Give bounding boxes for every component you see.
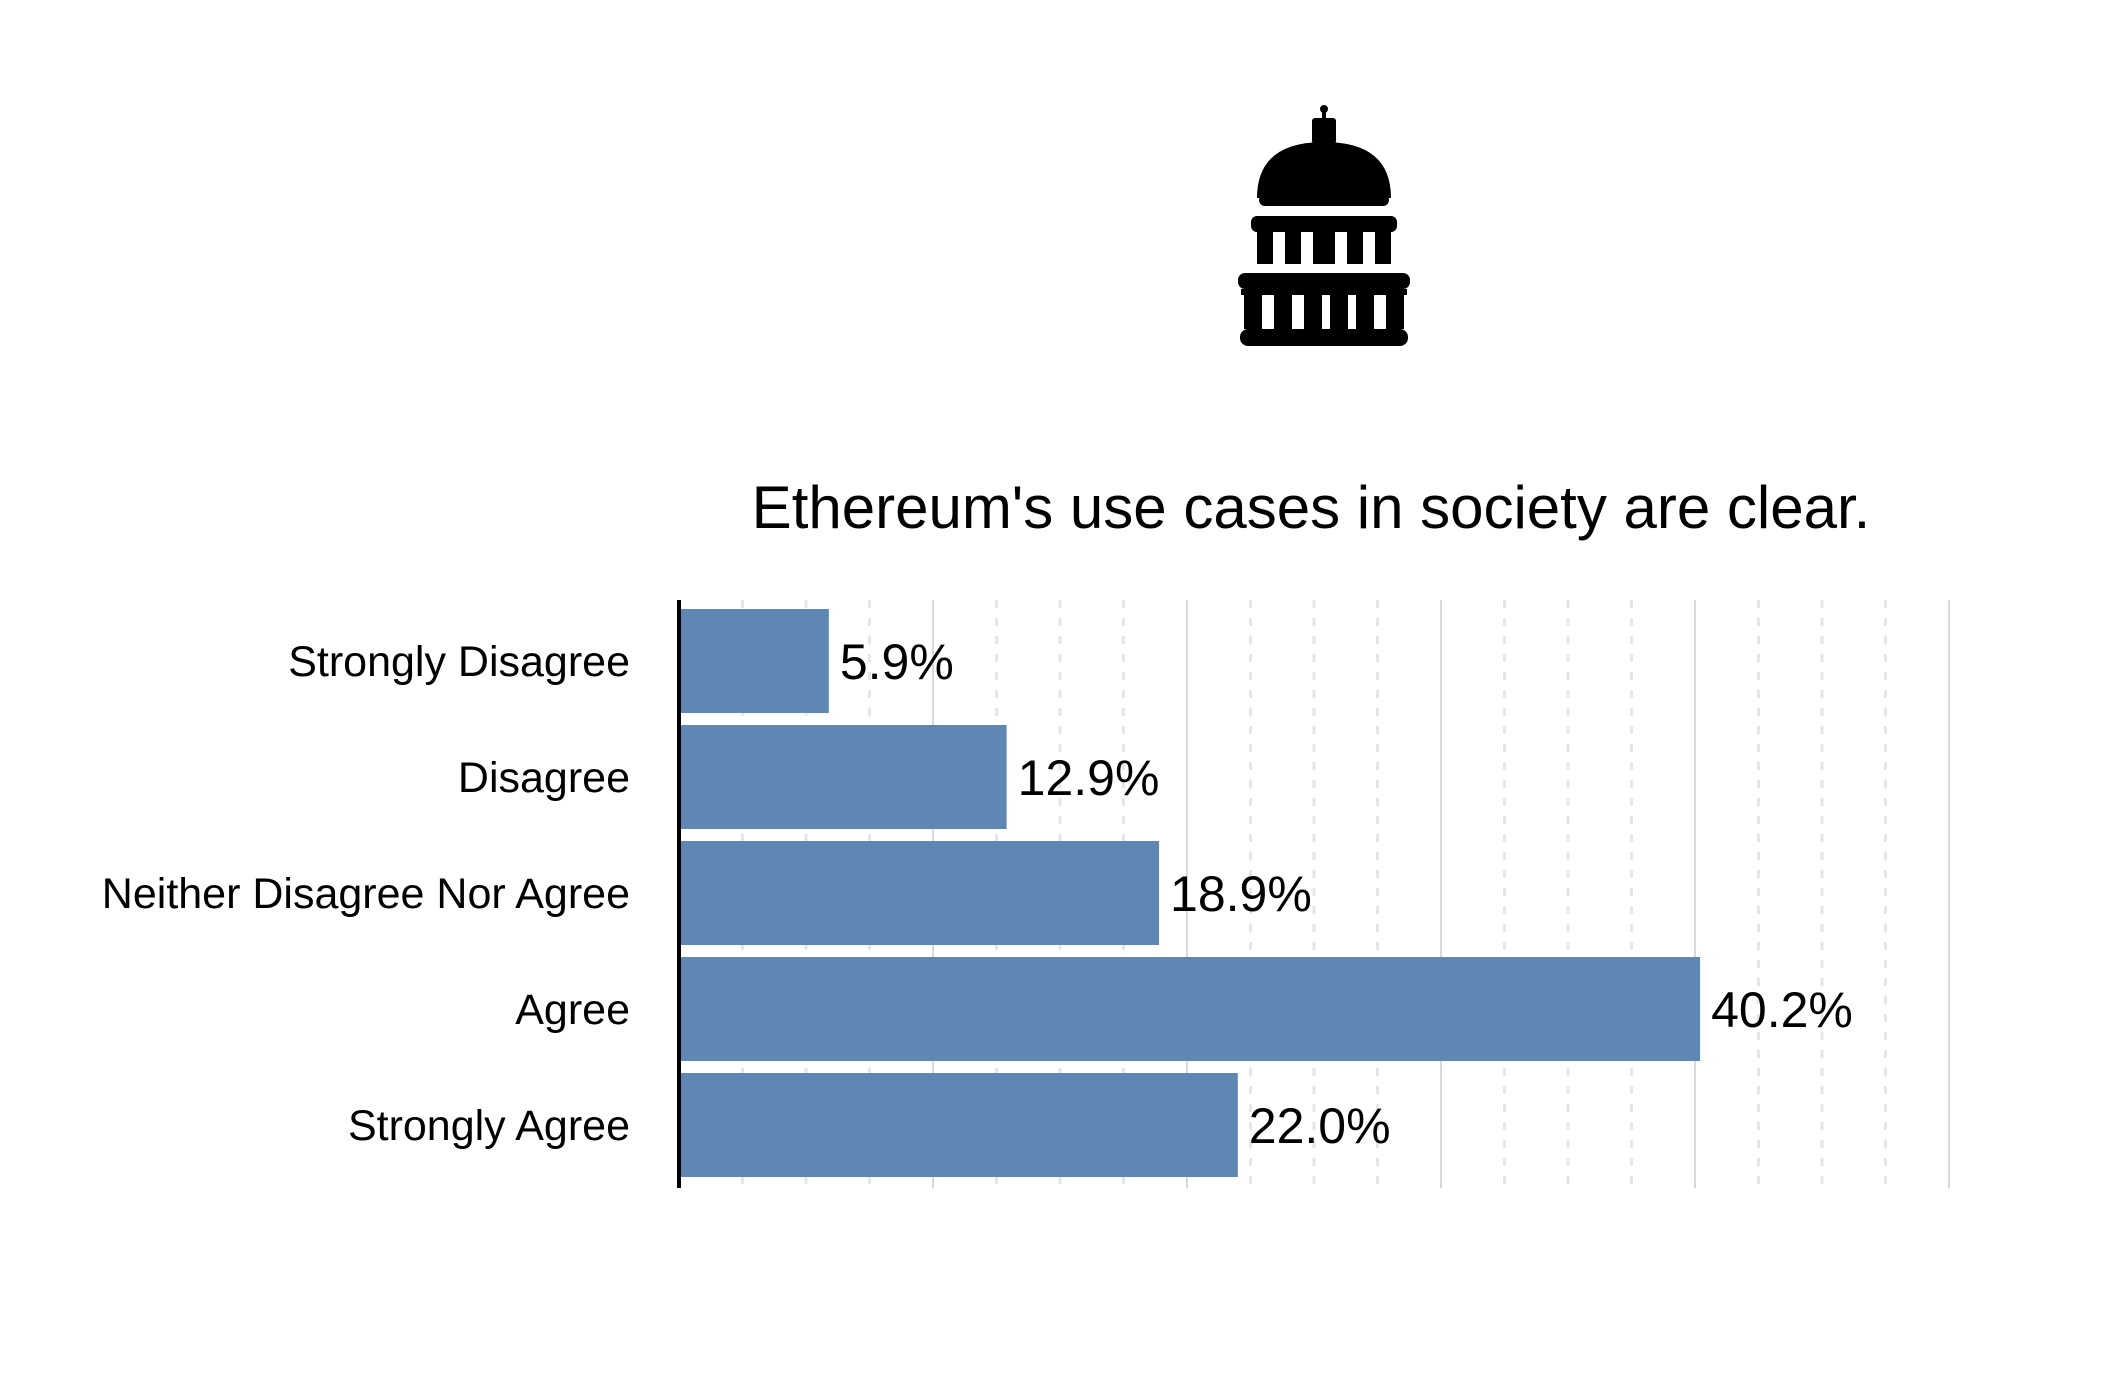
category-label: Neither Disagree Nor Agree (102, 870, 630, 918)
bar (679, 609, 829, 713)
category-label: Strongly Agree (348, 1102, 630, 1150)
category-labels: Strongly Disagree Disagree Neither Disagre… (102, 638, 630, 1150)
data-label: 5.9% (840, 634, 954, 690)
bar (679, 957, 1701, 1061)
bar (679, 841, 1160, 945)
data-label: 18.9% (1170, 866, 1312, 922)
bar (679, 1073, 1238, 1177)
bars (679, 609, 1701, 1177)
data-labels: 5.9% 12.9% 18.9% 40.2% 22.0% (840, 634, 1853, 1154)
capitol-building-icon (1238, 105, 1410, 346)
category-label: Agree (515, 986, 630, 1034)
chart-title: Ethereum's use cases in society are clea… (752, 474, 1871, 541)
category-label: Strongly Disagree (288, 638, 630, 686)
category-label: Disagree (458, 754, 630, 802)
data-label: 12.9% (1018, 750, 1160, 806)
bar (679, 725, 1007, 829)
data-label: 22.0% (1249, 1098, 1391, 1154)
data-label: 40.2% (1711, 982, 1853, 1038)
